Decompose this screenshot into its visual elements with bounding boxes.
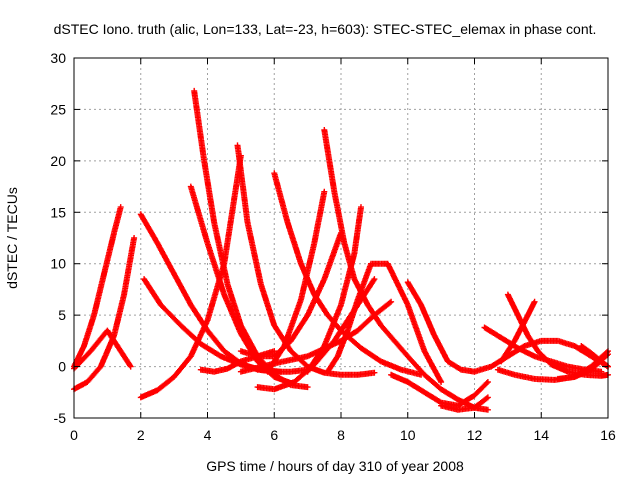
series-markers bbox=[237, 229, 344, 360]
series-arc-17 bbox=[324, 260, 445, 385]
series-arc-21 bbox=[438, 394, 491, 413]
series-arc-16 bbox=[321, 127, 491, 413]
grid bbox=[74, 58, 608, 418]
y-tick-label: 25 bbox=[50, 101, 66, 117]
series-arc-14 bbox=[237, 229, 344, 360]
x-tick-label: 2 bbox=[137, 427, 145, 443]
series-arc-3 bbox=[71, 235, 138, 393]
series-arc-24 bbox=[498, 298, 538, 365]
series-markers bbox=[71, 235, 138, 393]
series-arc-15 bbox=[237, 298, 395, 375]
series-arc-12 bbox=[264, 188, 328, 375]
y-tick-label: 30 bbox=[50, 50, 66, 66]
y-axis-label: dSTEC / TECUs bbox=[4, 187, 20, 289]
x-tick-label: 0 bbox=[70, 427, 78, 443]
y-tick-label: 10 bbox=[50, 256, 66, 272]
series-markers bbox=[237, 298, 395, 375]
series-markers bbox=[554, 351, 611, 382]
x-tick-label: 4 bbox=[204, 427, 212, 443]
chart-title: dSTEC Iono. truth (alic, Lon=133, Lat=-2… bbox=[54, 21, 597, 37]
x-tick-label: 14 bbox=[533, 427, 549, 443]
series-markers bbox=[141, 276, 284, 375]
series-arc-6 bbox=[141, 276, 284, 375]
x-tick-label: 8 bbox=[337, 427, 345, 443]
series-markers bbox=[324, 260, 445, 385]
x-tick-label: 12 bbox=[467, 427, 483, 443]
series-arc-18 bbox=[304, 204, 364, 375]
series-markers bbox=[388, 371, 491, 409]
x-axis-label: GPS time / hours of day 310 of year 2008 bbox=[206, 458, 464, 474]
x-tick-label: 6 bbox=[270, 427, 278, 443]
series-markers bbox=[264, 188, 328, 375]
y-tick-label: 0 bbox=[58, 359, 66, 375]
x-tick-label: 10 bbox=[400, 427, 416, 443]
y-tick-label: 15 bbox=[50, 204, 66, 220]
y-tick-label: 5 bbox=[58, 307, 66, 323]
series-markers bbox=[321, 127, 491, 413]
y-tick-label: 20 bbox=[50, 153, 66, 169]
series-arc-27 bbox=[554, 351, 611, 382]
x-tick-label: 16 bbox=[600, 427, 616, 443]
series-markers bbox=[438, 394, 491, 413]
series-markers bbox=[304, 204, 364, 375]
y-tick-label: -5 bbox=[54, 410, 67, 426]
series-markers bbox=[498, 298, 538, 365]
series-arc-20 bbox=[388, 371, 491, 409]
